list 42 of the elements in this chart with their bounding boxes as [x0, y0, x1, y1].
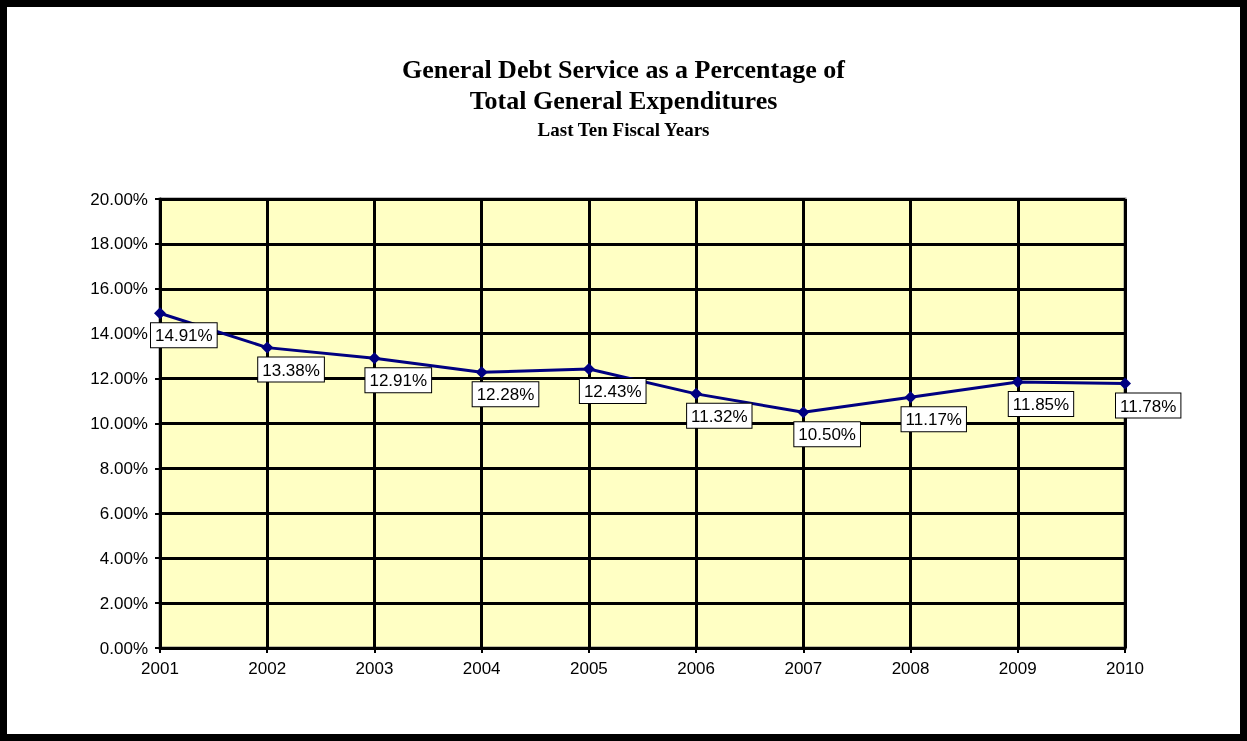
y-tick-label: 0.00% [99, 638, 148, 658]
point [1011, 375, 1024, 388]
data-label: 12.28% [476, 385, 535, 405]
x-tick-label: 2009 [998, 659, 1037, 678]
data-label: 11.85% [1012, 394, 1070, 414]
point [690, 387, 703, 400]
chart-subtitle: Last Ten Fiscal Years [537, 119, 710, 140]
y-tick-label: 14.00% [90, 324, 148, 344]
x-tick-label: 2001 [141, 659, 179, 678]
y-tick-label: 10.00% [90, 414, 148, 433]
y-tick-label: 20.00% [90, 189, 148, 209]
y-tick-label: 12.00% [90, 369, 148, 389]
point [475, 366, 488, 379]
x-tick-label: 2010 [1106, 659, 1144, 678]
x-tick-label: 2006 [677, 659, 716, 678]
data-label: 11.32% [691, 406, 748, 426]
x-tick-label: 2002 [248, 659, 287, 678]
chart-title: General Debt Service as a Percentage of Total General Expenditures [402, 55, 846, 115]
data-label: 12.91% [369, 371, 428, 391]
point [904, 391, 917, 404]
point [797, 406, 810, 419]
y-tick-label: 18.00% [90, 234, 148, 254]
data-label: 14.91% [155, 326, 213, 346]
x-tick-label: 2008 [891, 659, 930, 678]
data-label: 13.38% [262, 360, 320, 380]
data-label: 11.78% [1120, 396, 1177, 416]
point [154, 307, 166, 320]
y-tick-label: 2.00% [99, 593, 148, 613]
point [368, 352, 381, 365]
x-tick-label: 2005 [569, 659, 608, 678]
x-tick-label: 2003 [355, 659, 394, 678]
data-label: 12.43% [583, 381, 642, 401]
x-tick-label: 2004 [462, 659, 501, 678]
point [1119, 377, 1131, 390]
x-tick-label: 2007 [784, 659, 823, 678]
y-tick-label: 6.00% [99, 503, 148, 523]
y-tick-label: 4.00% [99, 548, 148, 568]
data-label: 10.50% [798, 425, 857, 445]
y-tick-label: 16.00% [90, 279, 148, 299]
point [261, 341, 274, 354]
y-tick-label: 8.00% [99, 458, 148, 478]
data-label: 11.17% [905, 410, 962, 430]
